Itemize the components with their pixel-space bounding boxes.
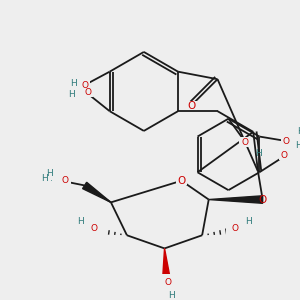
Text: H: H <box>245 217 252 226</box>
FancyBboxPatch shape <box>77 81 90 91</box>
FancyBboxPatch shape <box>239 137 252 147</box>
FancyBboxPatch shape <box>160 274 173 283</box>
Text: H: H <box>77 217 84 226</box>
Text: H: H <box>68 90 74 99</box>
Text: O: O <box>242 138 249 147</box>
FancyBboxPatch shape <box>80 88 93 97</box>
Text: H: H <box>168 291 175 300</box>
Text: O: O <box>91 224 98 233</box>
Text: O: O <box>232 224 238 233</box>
Text: H: H <box>296 142 300 151</box>
Polygon shape <box>163 248 170 279</box>
Text: H: H <box>255 149 262 158</box>
FancyBboxPatch shape <box>51 176 71 185</box>
Text: H: H <box>46 169 53 178</box>
FancyBboxPatch shape <box>279 151 292 160</box>
Text: O: O <box>187 100 195 110</box>
Text: H: H <box>297 127 300 136</box>
FancyBboxPatch shape <box>176 176 187 185</box>
Polygon shape <box>82 182 111 203</box>
FancyBboxPatch shape <box>226 226 239 235</box>
FancyBboxPatch shape <box>186 101 197 110</box>
Polygon shape <box>209 196 263 203</box>
Text: H: H <box>70 80 77 88</box>
Text: O: O <box>280 151 287 160</box>
Text: O: O <box>177 176 186 186</box>
Text: O: O <box>82 81 89 90</box>
Text: O: O <box>282 137 289 146</box>
Text: H: H <box>41 174 48 183</box>
Text: O: O <box>259 194 267 205</box>
FancyBboxPatch shape <box>88 226 105 235</box>
Text: O: O <box>61 176 68 185</box>
FancyBboxPatch shape <box>281 136 294 146</box>
Text: O: O <box>85 88 92 97</box>
Text: .: . <box>50 174 53 183</box>
Text: O: O <box>165 278 172 287</box>
FancyBboxPatch shape <box>257 195 268 204</box>
